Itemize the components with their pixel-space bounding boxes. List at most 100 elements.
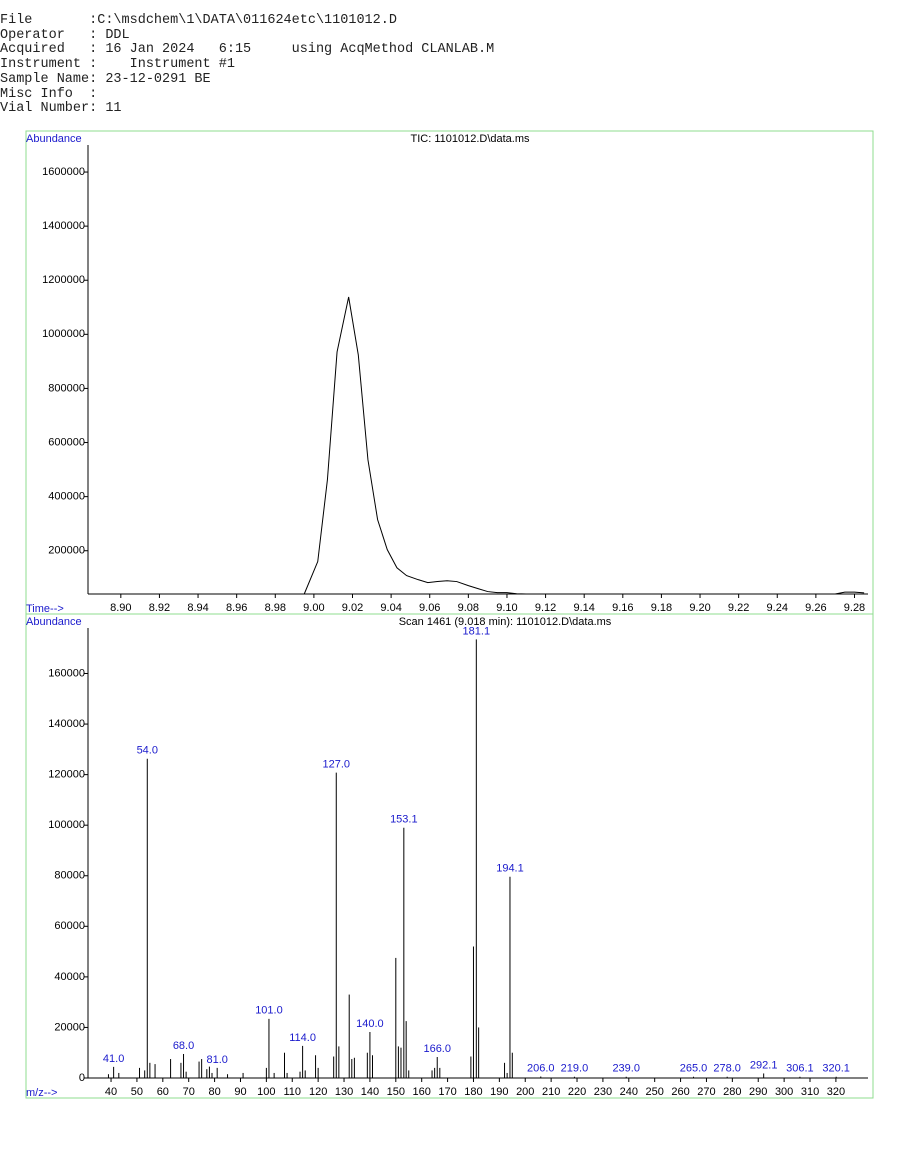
peak-label: 166.0 [423,1043,451,1055]
x-tick-label: 50 [131,1086,143,1098]
y-tick-label: 1400000 [42,220,85,232]
x-tick-label: 250 [646,1086,664,1098]
peak-label: 194.1 [496,863,524,875]
x-tick-label: 9.10 [496,602,517,614]
peak-label: 101.0 [255,1005,283,1017]
y-tick-label: 60000 [54,920,85,932]
header-line: Acquired : 16 Jan 2024 6:15 using AcqMet… [0,42,495,58]
y-tick-label: 160000 [48,667,85,679]
x-tick-label: 9.18 [651,602,672,614]
peak-label: 306.1 [786,1063,814,1075]
y-tick-label: 0 [79,1072,85,1084]
x-axis-label: m/z--> [26,1087,57,1099]
peak-label: 181.1 [463,625,491,637]
y-tick-label: 40000 [54,971,85,983]
x-tick-label: 230 [594,1086,612,1098]
header-line: Misc Info : [0,86,98,102]
y-tick-label: 120000 [48,769,85,781]
x-tick-label: 9.08 [458,602,479,614]
x-tick-label: 180 [464,1086,482,1098]
y-tick-label: 200000 [48,545,85,557]
peak-label: 54.0 [137,745,158,757]
y-tick-label: 800000 [48,382,85,394]
peak-label: 219.0 [561,1063,589,1075]
peak-label: 320.1 [822,1063,850,1075]
x-tick-label: 210 [542,1086,560,1098]
peak-label: 239.0 [612,1063,640,1075]
y-tick-label: 80000 [54,870,85,882]
x-tick-label: 8.90 [110,602,131,614]
chart-title: Scan 1461 (9.018 min): 1101012.D\data.ms [399,616,612,628]
x-tick-label: 80 [208,1086,220,1098]
x-tick-label: 40 [105,1086,117,1098]
header-line: Operator : DDL [0,27,130,43]
y-tick-label: 20000 [54,1021,85,1033]
header-line: Vial Number: 11 [0,101,122,117]
x-tick-label: 9.00 [303,602,324,614]
peak-label: 140.0 [356,1018,384,1030]
y-tick-label: 600000 [48,436,85,448]
y-tick-label: 1200000 [42,274,85,286]
x-tick-label: 9.02 [342,602,363,614]
peak-label: 114.0 [289,1032,316,1044]
x-tick-label: 240 [620,1086,638,1098]
x-tick-label: 9.04 [380,602,401,614]
peak-label: 265.0 [680,1063,708,1075]
y-axis-label: Abundance [26,616,82,628]
x-tick-label: 270 [697,1086,715,1098]
report-header: File :C:\msdchem\1\DATA\011624etc\110101… [0,13,495,117]
x-tick-label: 170 [438,1086,456,1098]
x-tick-label: 9.16 [612,602,633,614]
x-tick-label: 8.96 [226,602,247,614]
x-tick-label: 200 [516,1086,534,1098]
x-tick-label: 150 [387,1086,405,1098]
x-tick-label: 9.24 [767,602,788,614]
y-tick-label: 140000 [48,718,85,730]
y-axis-label: Abundance [26,133,82,145]
x-tick-label: 310 [801,1086,819,1098]
chart-title: TIC: 1101012.D\data.ms [410,133,530,145]
peak-label: 292.1 [750,1059,778,1071]
x-tick-label: 260 [671,1086,689,1098]
x-tick-label: 9.26 [805,602,826,614]
x-tick-label: 70 [183,1086,195,1098]
header-line: Instrument : Instrument #1 [0,57,235,73]
x-tick-label: 130 [335,1086,353,1098]
x-tick-label: 60 [157,1086,169,1098]
peak-label: 206.0 [527,1062,555,1074]
tic-trace [303,296,865,595]
peak-label: 81.0 [206,1054,227,1066]
peak-label: 278.0 [713,1063,741,1075]
x-tick-label: 280 [723,1086,741,1098]
x-tick-label: 9.14 [573,602,594,614]
x-tick-label: 190 [490,1086,508,1098]
x-tick-label: 9.28 [844,602,865,614]
x-tick-label: 110 [283,1086,301,1098]
x-tick-label: 220 [568,1086,586,1098]
x-tick-label: 300 [775,1086,793,1098]
header-line: Sample Name: 23-12-0291 BE [0,71,211,87]
x-tick-label: 160 [413,1086,431,1098]
y-tick-label: 400000 [48,491,85,503]
x-tick-label: 90 [234,1086,246,1098]
x-tick-label: 140 [361,1086,379,1098]
y-tick-label: 1600000 [42,166,85,178]
peak-label: 153.1 [390,814,418,826]
x-tick-label: 8.94 [187,602,208,614]
peak-label: 127.0 [322,759,350,771]
y-tick-label: 1000000 [42,328,85,340]
chart-frame [25,130,874,615]
x-tick-label: 9.20 [689,602,710,614]
y-tick-label: 100000 [48,819,85,831]
x-tick-label: 9.06 [419,602,440,614]
x-tick-label: 8.98 [265,602,286,614]
x-axis-label: Time--> [26,603,64,615]
header-line: File :C:\msdchem\1\DATA\011624etc\110101… [0,13,397,28]
x-tick-label: 9.12 [535,602,556,614]
x-tick-label: 320 [827,1086,845,1098]
x-tick-label: 9.22 [728,602,749,614]
peak-label: 41.0 [103,1053,124,1065]
chart-frame [25,613,874,1099]
